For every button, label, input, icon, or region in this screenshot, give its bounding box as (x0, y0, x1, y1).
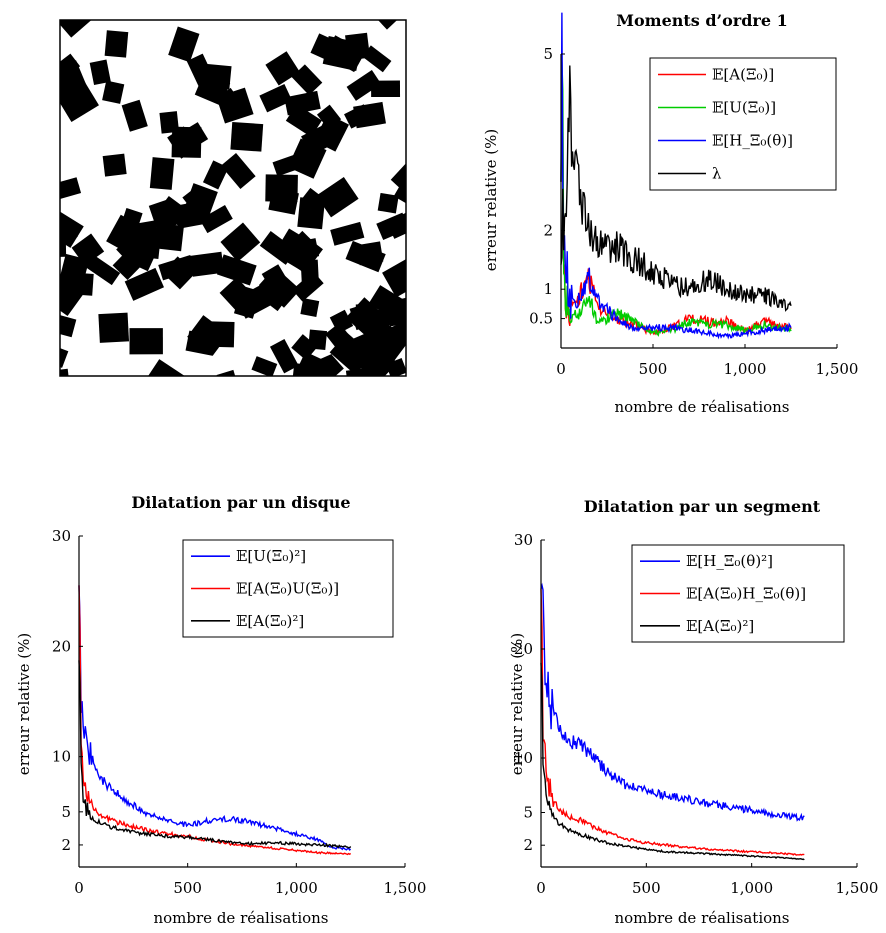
grain-square (154, 223, 184, 251)
plot-area: 0 500 1,000 1,500 2 5 10 20 30 𝔼[U(Ξ₀)²] 𝔼[A(Ξ₀)U(… (52, 527, 427, 897)
chart-title: Dilatation par un segment (584, 497, 821, 516)
x-tick-label: 0 (74, 879, 84, 897)
grain-square (159, 111, 179, 133)
x-tick-label: 1,000 (730, 879, 773, 897)
chart-title: Dilatation par un disque (131, 493, 350, 512)
y-tick-label: 30 (514, 531, 533, 549)
grain-square (63, 272, 93, 296)
y-axis-label: erreur relative (%) (15, 633, 33, 775)
series-line (541, 663, 804, 860)
legend-entry: 𝔼[H_Ξ₀(θ)] (712, 132, 793, 150)
legend: 𝔼[A(Ξ₀)] 𝔼[U(Ξ₀)] 𝔼[H_Ξ₀(θ)] λ (650, 58, 836, 190)
grain-square (356, 303, 378, 328)
y-tick-label: 2 (61, 836, 71, 854)
y-tick-label: 2 (523, 836, 533, 854)
plot-area: 0 500 1,000 1,500 0.5 1 2 5 𝔼[A(Ξ₀)] 𝔼[U(Ξ₀)] 𝔼[H_… (529, 13, 858, 378)
y-tick-label: 5 (61, 803, 71, 821)
x-tick-label: 500 (632, 879, 661, 897)
legend-entry: 𝔼[H_Ξ₀(θ)²] (686, 552, 773, 570)
boolean-model-squares-image (39, 0, 431, 400)
y-tick-label: 20 (52, 637, 71, 655)
legend: 𝔼[U(Ξ₀)²] 𝔼[A(Ξ₀)U(Ξ₀)] 𝔼[A(Ξ₀)²] (183, 540, 393, 637)
chart-dilatation-disque: Dilatation par un disque 0 500 1,000 1,500 2… (15, 493, 426, 927)
x-tick-label: 500 (639, 360, 668, 378)
x-tick-label: 0 (536, 879, 546, 897)
y-tick-label: 2 (543, 221, 553, 239)
grain-square (230, 122, 263, 152)
x-tick-label: 1,500 (836, 879, 879, 897)
chart-dilatation-segment: Dilatation par un segment 0 500 1,000 1,500… (508, 497, 878, 927)
legend-entry: 𝔼[A(Ξ₀)²] (686, 617, 754, 635)
x-tick-label: 1,500 (384, 879, 427, 897)
legend-entry: 𝔼[U(Ξ₀)²] (236, 547, 306, 565)
x-axis-label: nombre de réalisations (153, 909, 328, 927)
y-tick-label: 5 (523, 804, 533, 822)
grain-square (98, 313, 129, 343)
legend-entry: 𝔼[U(Ξ₀)] (712, 99, 776, 117)
y-tick-label: 1 (543, 280, 553, 298)
y-tick-label: 10 (52, 748, 71, 766)
grain-square (345, 33, 370, 61)
legend-entry: 𝔼[A(Ξ₀)H_Ξ₀(θ)] (686, 585, 806, 603)
chart-title: Moments d’ordre 1 (616, 11, 787, 30)
x-tick-label: 500 (173, 879, 202, 897)
y-tick-label: 0.5 (529, 310, 553, 328)
grain-square (129, 328, 162, 354)
grain-square (150, 157, 175, 190)
legend-entry: 𝔼[A(Ξ₀)²] (236, 612, 304, 630)
legend-entry: 𝔼[A(Ξ₀)] (712, 66, 774, 84)
y-tick-label: 5 (543, 45, 553, 63)
series-line (79, 660, 351, 847)
grain-square (105, 30, 129, 57)
plot-area: 0 500 1,000 1,500 2 5 10 20 30 𝔼[H_Ξ₀(θ)²] 𝔼[A(Ξ₀)… (514, 531, 879, 897)
x-tick-label: 1,000 (275, 879, 318, 897)
legend: 𝔼[H_Ξ₀(θ)²] 𝔼[A(Ξ₀)H_Ξ₀(θ)] 𝔼[A(Ξ₀)²] (632, 545, 844, 642)
grain-square (300, 298, 319, 317)
grain-square (190, 252, 224, 277)
x-tick-label: 0 (556, 360, 566, 378)
chart-moments-ordre-1: Moments d’ordre 1 0 500 1,000 1,500 0.5 1 2 5 𝔼[… (482, 11, 858, 416)
legend-entry: λ (712, 165, 722, 183)
x-tick-label: 1,500 (816, 360, 859, 378)
x-axis-label: nombre de réalisations (614, 398, 789, 416)
grain-square (103, 154, 127, 177)
x-tick-label: 1,000 (724, 360, 767, 378)
y-axis-label: erreur relative (%) (508, 633, 526, 775)
legend-entry: 𝔼[A(Ξ₀)U(Ξ₀)] (236, 580, 339, 598)
y-tick-label: 30 (52, 527, 71, 545)
y-axis-label: erreur relative (%) (482, 129, 500, 271)
x-axis-label: nombre de réalisations (614, 909, 789, 927)
grain-square (48, 369, 71, 397)
